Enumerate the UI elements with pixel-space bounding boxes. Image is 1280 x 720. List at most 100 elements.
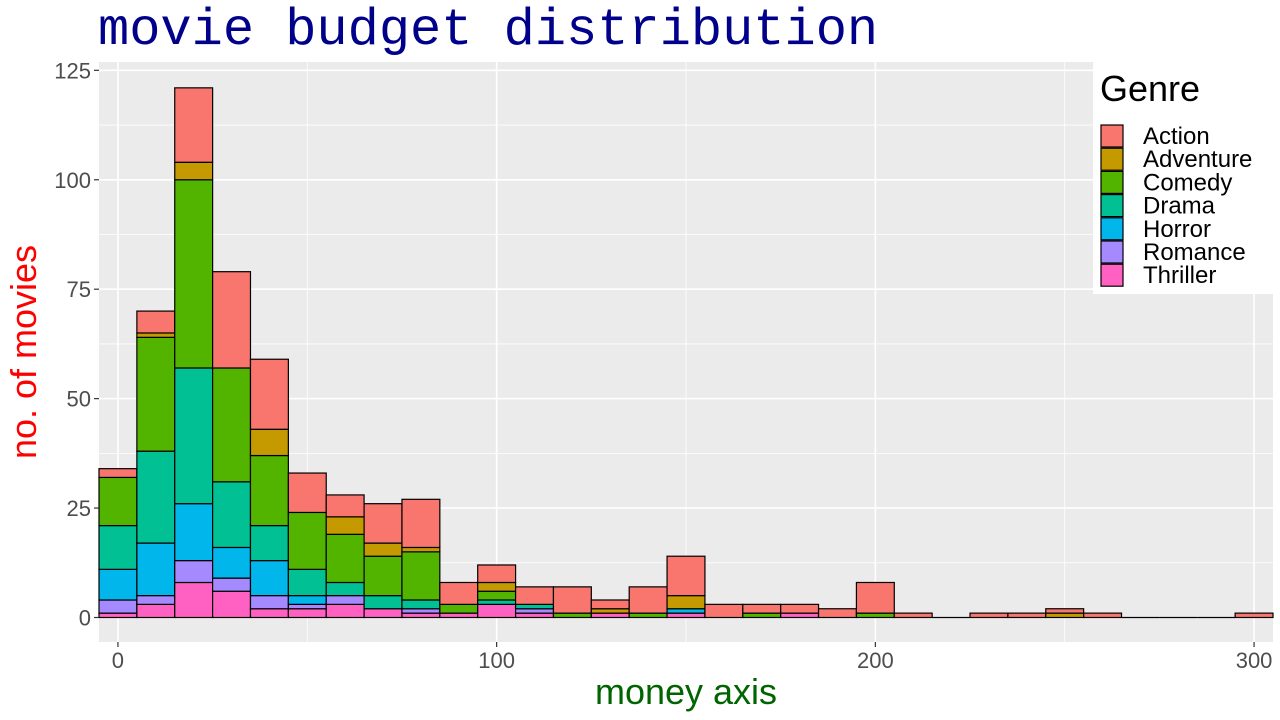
bar-comedy-10 [136, 336, 176, 452]
bar-romance-30 [212, 577, 252, 592]
bar-action-190 [817, 608, 858, 619]
bar-action-210 [893, 612, 933, 619]
legend-swatch-comedy [1100, 170, 1124, 194]
bar-thriller-0 [98, 612, 138, 619]
bar-adventure-20 [174, 161, 214, 181]
legend-swatch-drama [1100, 194, 1124, 218]
bar-thriller-10 [136, 603, 176, 619]
bar-comedy-80 [401, 551, 441, 601]
bar-romance-60 [325, 595, 365, 605]
legend-swatch-romance [1100, 240, 1124, 264]
bar-romance-80 [401, 608, 441, 614]
bar-comedy-140 [628, 612, 668, 619]
x-tick-label: 200 [857, 648, 894, 673]
bar-drama-20 [174, 367, 214, 505]
bar-drama-70 [363, 595, 403, 610]
bar-action-240 [1007, 612, 1047, 619]
legend-items: ActionAdventureComedyDramaHorrorRomanceT… [1100, 123, 1252, 289]
bar-thriller-100 [477, 603, 517, 619]
bar-action-20 [174, 87, 214, 163]
bar-action-150 [666, 555, 706, 597]
bar-adventure-40 [249, 428, 289, 457]
bar-action-50 [287, 472, 327, 514]
bar-action-180 [780, 603, 820, 614]
bar-romance-50 [287, 603, 327, 610]
legend-swatch-thriller [1100, 263, 1124, 287]
x-tick-label: 0 [112, 648, 124, 673]
bar-comedy-120 [552, 612, 592, 619]
bar-horror-10 [136, 542, 176, 597]
bar-action-90 [439, 581, 479, 605]
bar-adventure-130 [590, 608, 630, 614]
bar-horror-0 [98, 568, 138, 601]
bar-thriller-130 [590, 612, 630, 619]
bar-action-230 [969, 612, 1009, 619]
bar-thriller-150 [666, 612, 706, 619]
legend-label-thriller: Thriller [1143, 262, 1216, 289]
bar-thriller-30 [212, 590, 252, 619]
y-axis-label: no. of movies [3, 245, 44, 459]
bar-action-140 [628, 586, 668, 614]
bar-thriller-180 [780, 612, 820, 619]
bar-comedy-100 [477, 590, 517, 601]
bar-adventure-80 [401, 546, 441, 553]
x-axis-label: money axis [595, 671, 777, 712]
bar-action-300 [1234, 612, 1274, 619]
bar-adventure-100 [477, 581, 517, 592]
legend-label-action: Action [1143, 123, 1210, 150]
bar-action-200 [855, 581, 895, 614]
bar-thriller-90 [439, 612, 479, 619]
y-tick-label: 0 [79, 606, 91, 631]
y-axis: 0 25 50 75 100 125 [54, 58, 99, 631]
bar-drama-60 [325, 581, 365, 597]
bar-adventure-70 [363, 542, 403, 557]
x-tick-label: 100 [478, 648, 515, 673]
legend-label-drama: Drama [1143, 193, 1216, 220]
bar-comedy-170 [742, 612, 782, 619]
bar-comedy-70 [363, 555, 403, 597]
bar-horror-20 [174, 503, 214, 562]
bar-comedy-90 [439, 603, 479, 614]
bar-adventure-250 [1045, 612, 1085, 619]
legend-swatch-adventure [1100, 147, 1124, 171]
legend-label-romance: Romance [1143, 239, 1246, 266]
bars-layer [98, 87, 1274, 619]
bar-comedy-60 [325, 533, 365, 584]
bar-romance-0 [98, 599, 138, 614]
legend-swatch-horror [1100, 217, 1124, 241]
bar-drama-30 [212, 481, 252, 549]
bar-horror-50 [287, 595, 327, 605]
y-tick-label: 75 [67, 277, 91, 302]
chart-title: movie budget distribution [98, 1, 878, 60]
bar-action-10 [136, 310, 176, 334]
y-tick-label: 100 [54, 168, 91, 193]
bar-action-70 [363, 503, 403, 544]
x-axis: 0 100 200 300 [112, 642, 1272, 673]
bar-action-260 [1083, 612, 1123, 619]
bar-drama-40 [249, 524, 289, 562]
bar-horror-30 [212, 546, 252, 579]
bar-drama-10 [136, 450, 176, 544]
legend: Genre ActionAdventureComedyDramaHorrorRo… [1093, 62, 1273, 294]
bar-drama-80 [401, 599, 441, 610]
bar-horror-150 [666, 608, 706, 614]
legend-label-comedy: Comedy [1143, 169, 1232, 196]
bar-adventure-10 [136, 332, 176, 338]
bar-thriller-70 [363, 608, 403, 619]
y-tick-label: 50 [67, 387, 91, 412]
bar-comedy-50 [287, 511, 327, 570]
bar-action-60 [325, 494, 365, 518]
bar-adventure-150 [666, 595, 706, 610]
bar-action-120 [552, 586, 592, 614]
bar-thriller-60 [325, 603, 365, 619]
bar-thriller-40 [249, 608, 289, 619]
bar-horror-40 [249, 559, 289, 597]
bar-action-30 [212, 271, 252, 369]
bar-thriller-20 [174, 581, 214, 619]
bar-drama-110 [514, 603, 555, 610]
bar-action-110 [514, 586, 555, 605]
bar-comedy-20 [174, 179, 214, 369]
bar-action-100 [477, 564, 517, 584]
bar-action-160 [704, 603, 744, 619]
bar-drama-50 [287, 568, 327, 597]
